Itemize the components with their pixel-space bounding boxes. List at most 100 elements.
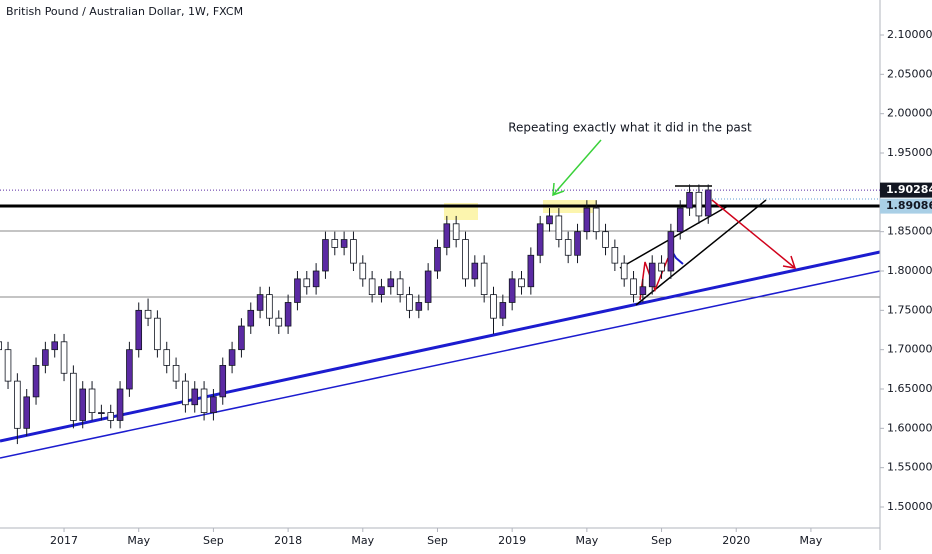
arrow-head — [782, 255, 797, 269]
candle-body — [331, 239, 339, 248]
candle-body — [546, 215, 553, 225]
candle-body — [648, 262, 656, 288]
trend-line — [0, 250, 881, 443]
y-tick-label: 1.55000 — [887, 461, 932, 474]
drawings: Repeating exactly what it did in the pas… — [0, 121, 881, 459]
candle-body — [191, 388, 199, 406]
candle-body — [51, 341, 59, 351]
arrow — [711, 199, 796, 269]
y-tick-label: 2.10000 — [887, 28, 932, 41]
y-tick-label: 1.80000 — [887, 264, 932, 277]
candle-body — [359, 262, 367, 280]
candle-body — [471, 262, 479, 280]
price-label-box — [880, 198, 932, 214]
candle-body — [658, 262, 665, 272]
triangle-line — [635, 199, 767, 306]
candle-body — [462, 239, 469, 280]
candle-body — [42, 349, 49, 366]
candle-body — [98, 412, 105, 414]
candle-body — [592, 207, 600, 233]
candle-body — [667, 231, 675, 272]
candle-body — [163, 349, 171, 366]
candle-body — [639, 286, 647, 296]
y-tick-label: 1.95000 — [887, 146, 932, 159]
candle-body — [266, 294, 273, 319]
candle-body — [387, 278, 395, 288]
candle-body — [247, 309, 255, 327]
candle-body — [378, 286, 385, 296]
arrow — [552, 139, 602, 196]
candle-body — [630, 278, 637, 296]
x-tick-label: Sep — [651, 534, 672, 547]
candle-body — [415, 302, 423, 311]
candle-body — [200, 388, 208, 413]
candle-body — [116, 388, 124, 421]
candle-body — [676, 207, 684, 233]
x-tick-label: Sep — [203, 534, 224, 547]
candle-body — [574, 231, 581, 256]
y-tick-label: 1.70000 — [887, 343, 932, 356]
candle-body — [443, 223, 451, 248]
candle-body — [536, 223, 544, 256]
y-tick-label: 2.05000 — [887, 67, 932, 80]
candle-body — [32, 364, 40, 398]
candle-body — [406, 294, 413, 311]
annotation: Repeating exactly what it did in the pas… — [508, 121, 752, 135]
candle-body — [70, 372, 77, 421]
candle-body — [490, 294, 497, 319]
candle-body — [23, 396, 30, 429]
x-tick-label: May — [800, 534, 823, 547]
x-tick-label: 2019 — [498, 534, 526, 547]
x-tick-label: May — [127, 534, 150, 547]
candle-body — [368, 278, 376, 296]
x-tick-label: Sep — [427, 534, 448, 547]
candle-body — [107, 412, 115, 421]
y-tick-label: 1.60000 — [887, 421, 932, 434]
x-tick-label: May — [575, 534, 598, 547]
candle-body — [126, 349, 133, 390]
price-label: 1.89086 — [886, 199, 932, 212]
candle-body — [219, 364, 227, 398]
candle-body — [182, 380, 189, 406]
candle-body — [79, 388, 87, 421]
y-tick-label: 2.00000 — [887, 107, 932, 120]
candle-body — [695, 191, 703, 217]
candle-body — [4, 349, 12, 382]
price-label: 1.90284 — [886, 183, 932, 196]
candles — [0, 184, 712, 445]
candle-body — [322, 239, 329, 272]
candle-body — [312, 270, 320, 288]
trend-line — [0, 270, 881, 459]
candle-body — [508, 278, 516, 303]
x-tick-label: 2020 — [722, 534, 750, 547]
y-tick-label: 1.65000 — [887, 382, 932, 395]
x-tick-label: May — [351, 534, 374, 547]
x-tick-label: 2017 — [50, 534, 78, 547]
candle-body — [284, 302, 292, 327]
candle-body — [350, 239, 357, 264]
x-tick-label: 2018 — [274, 534, 302, 547]
candle-body — [172, 364, 180, 382]
candle-body — [499, 302, 507, 319]
candle-body — [238, 325, 245, 351]
candle-body — [611, 247, 619, 264]
candle-body — [424, 270, 432, 303]
y-tick-label: 1.75000 — [887, 303, 932, 316]
candle-body — [14, 380, 21, 429]
candle-body — [210, 396, 217, 413]
candle-body — [0, 341, 2, 351]
candle-body — [686, 191, 693, 209]
candle-body — [583, 207, 591, 233]
candle-body — [135, 309, 143, 351]
candle-body — [340, 239, 348, 248]
candle-body — [620, 262, 628, 280]
y-tick-label: 1.85000 — [887, 225, 932, 238]
candle-body — [396, 278, 404, 296]
arrow-head — [552, 182, 565, 197]
candle-body — [256, 294, 264, 311]
y-tick-label: 1.50000 — [887, 500, 932, 513]
candle-body — [555, 215, 563, 240]
candle-body — [527, 254, 535, 288]
candle-body — [275, 317, 283, 327]
candle-body — [88, 388, 96, 413]
